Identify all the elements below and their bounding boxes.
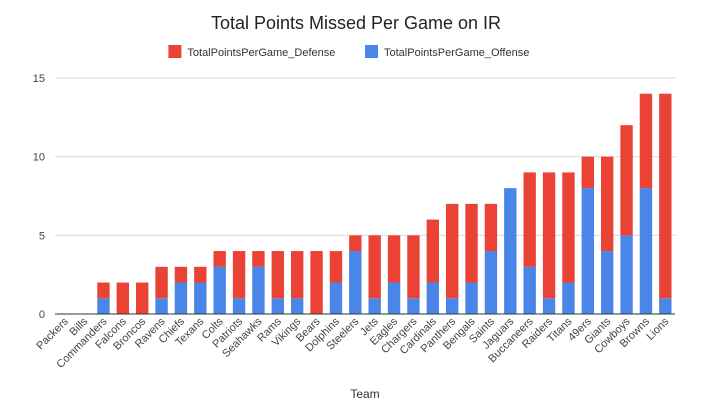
y-axis-ticks: 0 5 10 15 — [33, 73, 45, 321]
bar-offense-cardinals — [426, 282, 440, 314]
bar-offense-cowboys — [620, 235, 633, 314]
bar-offense-dolphins — [329, 282, 343, 314]
bar-offense-rams — [271, 298, 285, 314]
legend-label: TotalPointsPerGame_Defense — [187, 47, 335, 59]
bar-defense-chiefs — [174, 266, 188, 283]
bar-offense-panthers — [445, 298, 459, 314]
bar-defense-cardinals — [426, 219, 440, 283]
bar-offense-ravens — [155, 298, 168, 314]
x-axis-label: Team — [350, 387, 379, 401]
bar-defense-bears — [310, 251, 323, 314]
bar-defense-jets — [368, 235, 381, 299]
bar-offense-jaguars — [504, 188, 517, 314]
bar-offense-commanders — [97, 298, 110, 314]
bar-defense-ravens — [155, 266, 168, 299]
bar-defense-giants — [600, 156, 614, 252]
bar-offense-bengals — [465, 282, 478, 314]
y-tick-label: 10 — [33, 152, 45, 164]
bar-defense-browns — [639, 93, 653, 189]
bars — [97, 93, 672, 314]
bar-defense-rams — [271, 251, 285, 299]
bar-defense-bengals — [465, 203, 478, 283]
bar-defense-49ers — [581, 156, 595, 189]
bar-defense-steelers — [349, 235, 362, 252]
bar-defense-patriots — [232, 251, 246, 299]
bar-defense-cowboys — [620, 125, 633, 236]
bar-defense-texans — [194, 266, 207, 283]
bar-defense-commanders — [97, 282, 110, 299]
bar-defense-saints — [484, 203, 498, 252]
bar-defense-panthers — [445, 203, 459, 299]
bar-defense-lions — [659, 93, 672, 299]
legend-swatch — [168, 45, 182, 58]
bar-offense-seahawks — [252, 266, 265, 314]
legend-swatch — [365, 45, 378, 58]
legend: TotalPointsPerGame_Defense TotalPointsPer… — [168, 45, 529, 59]
bar-offense-giants — [600, 251, 614, 314]
y-tick-label: 5 — [39, 230, 45, 242]
bar-defense-eagles — [387, 235, 401, 283]
bar-offense-eagles — [387, 282, 401, 314]
bar-offense-titans — [562, 282, 575, 314]
bar-offense-chargers — [407, 298, 420, 314]
bar-offense-chiefs — [174, 282, 188, 314]
bar-defense-dolphins — [329, 251, 343, 283]
bar-offense-texans — [194, 282, 207, 314]
chart-title: Total Points Missed Per Game on IR — [211, 13, 501, 33]
bar-offense-raiders — [542, 298, 556, 314]
bar-offense-colts — [213, 266, 226, 314]
bar-offense-browns — [639, 188, 653, 314]
bar-defense-chargers — [407, 235, 420, 299]
bar-offense-saints — [484, 251, 498, 314]
x-tick-label: Lions — [644, 315, 671, 342]
x-axis-ticks: PackersBillsCommandersFalconsBroncosRave… — [34, 315, 672, 371]
bar-offense-patriots — [232, 298, 246, 314]
bar-offense-jets — [368, 298, 381, 314]
bar-offense-buccaneers — [523, 266, 536, 314]
bar-offense-lions — [659, 298, 672, 314]
y-tick-label: 15 — [33, 73, 45, 85]
bar-offense-49ers — [581, 188, 595, 314]
bar-defense-falcons — [116, 282, 130, 314]
y-tick-label: 0 — [39, 309, 45, 321]
legend-label: TotalPointsPerGame_Offense — [384, 47, 529, 59]
bar-defense-titans — [562, 172, 575, 283]
bar-defense-colts — [213, 251, 226, 267]
bar-defense-broncos — [135, 282, 149, 314]
bar-defense-buccaneers — [523, 172, 536, 267]
bar-defense-raiders — [542, 172, 556, 299]
bar-defense-seahawks — [252, 251, 265, 267]
bar-offense-steelers — [349, 251, 362, 314]
bar-offense-vikings — [290, 298, 304, 314]
bar-defense-vikings — [290, 251, 304, 299]
